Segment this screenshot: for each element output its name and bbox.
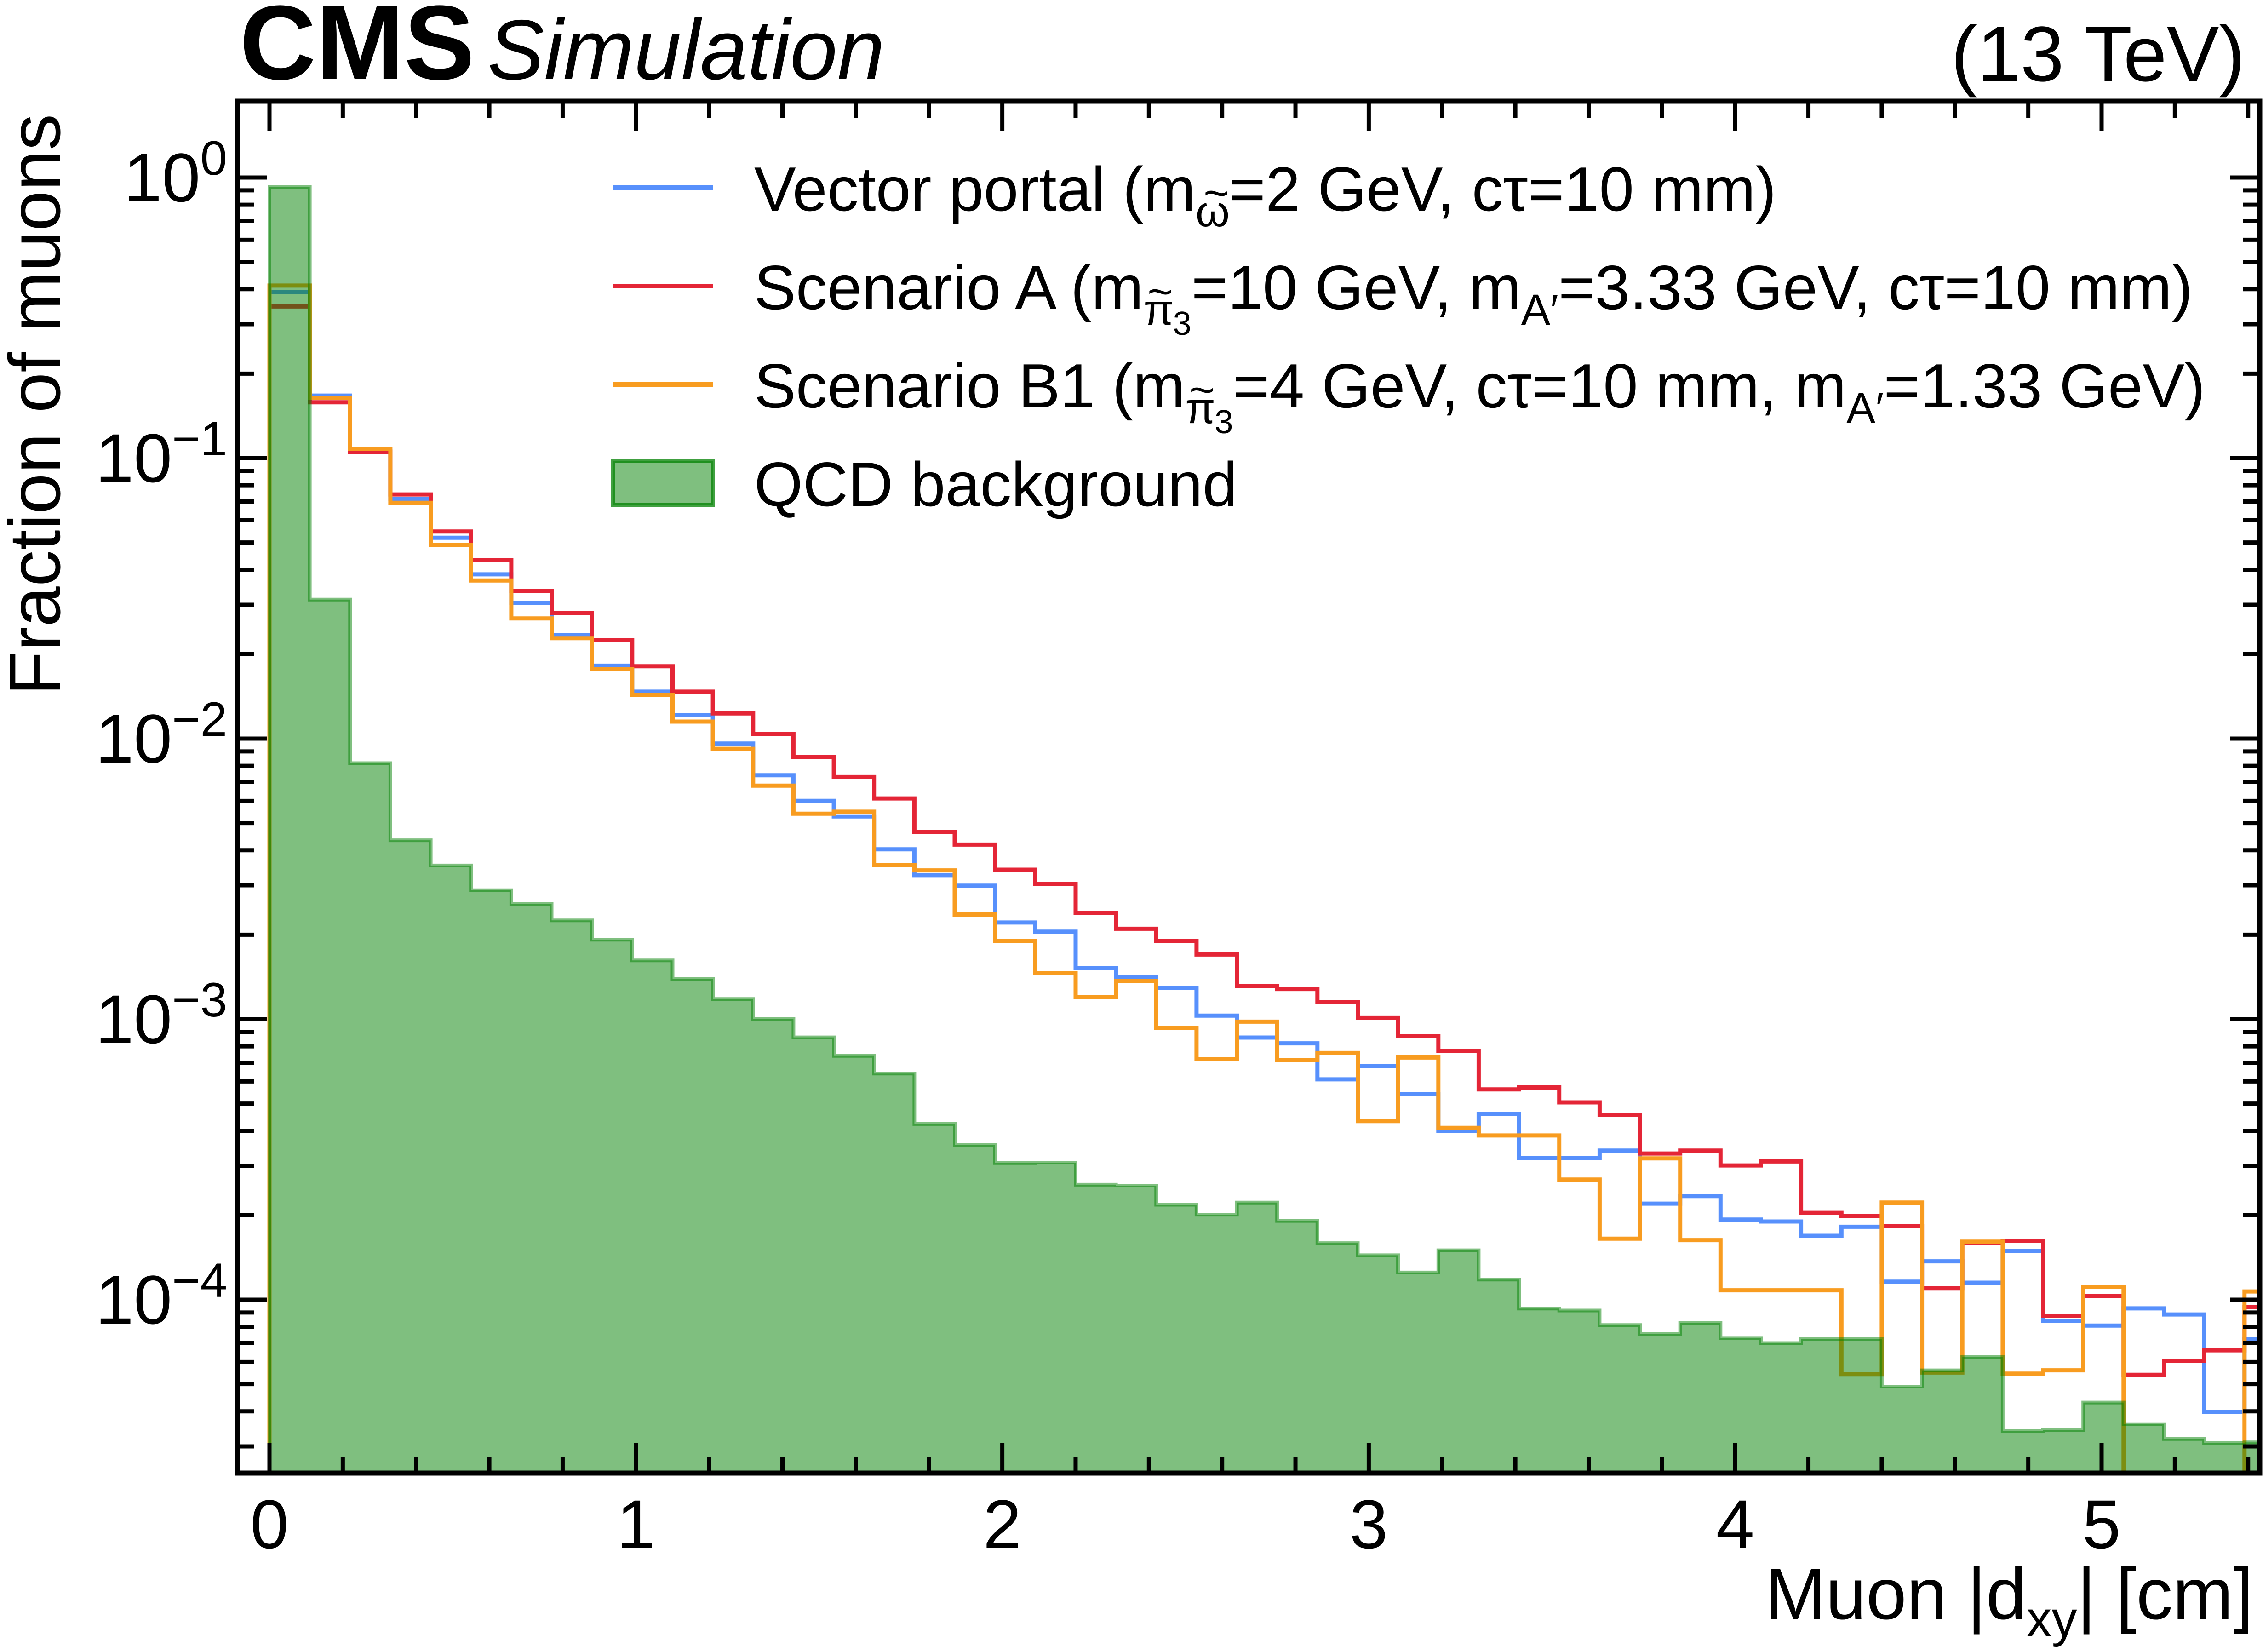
legend-entry-scenario-a: Scenario A (mπ~3=10 GeV, mA′=3.33 GeV, c… — [613, 252, 2193, 342]
legend-label-scenario-b1: Scenario B1 (mπ~3=4 GeV, cτ=10 mm, mA′=1… — [754, 351, 2206, 441]
legend-entry-scenario-b1: Scenario B1 (mπ~3=4 GeV, cτ=10 mm, mA′=1… — [613, 351, 2206, 441]
legend-entry-vector-portal: Vector portal (mω~=2 GeV, cτ=10 mm) — [613, 154, 1776, 236]
cms-logo-text: CMS — [240, 0, 475, 102]
legend-label-vector-portal: Vector portal (mω~=2 GeV, cτ=10 mm) — [754, 154, 1776, 236]
legend-box-sample-qcd-background — [611, 459, 715, 507]
x-axis-title: Muon |dxy| [cm] — [1765, 1554, 2253, 1647]
y-tick-label-1e-1: 10−1 — [95, 412, 227, 497]
simulation-label: Simulation — [487, 3, 885, 98]
x-tick-label-3: 3 — [1350, 1486, 1388, 1563]
legend-label-scenario-a: Scenario A (mπ~3=10 GeV, mA′=3.33 GeV, c… — [754, 252, 2193, 342]
x-tick-label-0: 0 — [250, 1486, 288, 1563]
histogram-series-group — [267, 185, 2260, 1473]
axes-frame-and-ticks — [235, 98, 2263, 1476]
x-tick-label-1: 1 — [617, 1486, 655, 1563]
y-tick-label-1e-4: 10−4 — [95, 1254, 227, 1338]
plot-frame — [235, 98, 2263, 1476]
series-filled-qcd-background — [268, 185, 2260, 1473]
x-tick-label-2: 2 — [983, 1486, 1021, 1563]
x-tick-label-5: 5 — [2082, 1486, 2120, 1563]
y-tick-label-1e-3: 10−3 — [95, 973, 227, 1058]
energy-label: (13 TeV) — [1951, 11, 2245, 98]
y-tick-label-1e0: 100 — [124, 132, 227, 216]
y-axis-tick-labels: 100 10−1 10−2 10−3 10−4 — [95, 132, 227, 1338]
x-tick-label-4: 4 — [1716, 1486, 1754, 1563]
legend-label-qcd-background: QCD background — [754, 449, 1237, 519]
y-tick-label-1e-2: 10−2 — [95, 693, 227, 777]
x-axis-tick-labels: 0 1 2 3 4 5 — [250, 1486, 2120, 1563]
y-axis-title: Fraction of muons — [0, 114, 75, 696]
legend: Vector portal (mω~=2 GeV, cτ=10 mm) Scena… — [611, 154, 2206, 519]
legend-entry-qcd-background: QCD background — [611, 449, 1237, 519]
